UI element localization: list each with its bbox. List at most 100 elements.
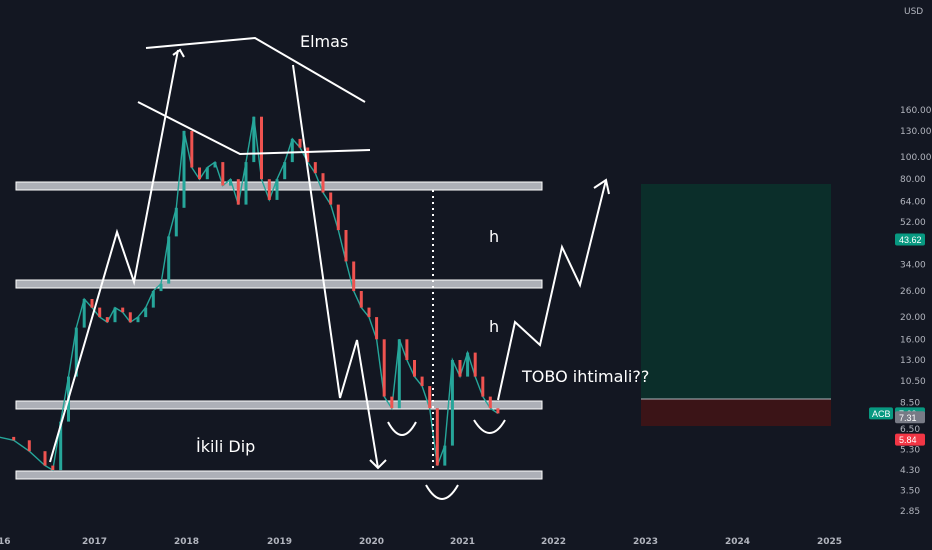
level-box-0[interactable] bbox=[15, 181, 543, 191]
candle bbox=[182, 130, 186, 208]
pattern-drawings bbox=[49, 36, 610, 500]
candle bbox=[473, 352, 477, 377]
level-box-3[interactable] bbox=[15, 470, 543, 480]
right-shoulder-curve bbox=[473, 419, 506, 434]
candle bbox=[144, 307, 148, 318]
candle bbox=[405, 339, 409, 360]
y-tick-label: 6.50 bbox=[900, 425, 920, 435]
annotation-tobo: TOBO ihtimali?? bbox=[521, 367, 649, 386]
candle bbox=[121, 307, 125, 313]
candle bbox=[74, 327, 78, 377]
x-tick-label: 2018 bbox=[174, 537, 199, 547]
price-tag: 43.62 bbox=[895, 233, 925, 246]
y-tick-label: 130.00 bbox=[900, 127, 932, 137]
y-tick-label: 20.00 bbox=[900, 313, 926, 323]
candle bbox=[283, 162, 287, 180]
x-tick-label: 2024 bbox=[725, 537, 750, 547]
candle bbox=[336, 204, 340, 231]
head-curve bbox=[425, 484, 459, 500]
annotation-h-upper: h bbox=[489, 227, 499, 246]
diamond-bottom-line bbox=[137, 101, 371, 156]
candle bbox=[488, 396, 492, 409]
diamond-top-line bbox=[145, 36, 366, 103]
candle bbox=[344, 230, 348, 262]
candle bbox=[428, 386, 432, 409]
impulse-up-arrowhead bbox=[172, 48, 185, 58]
candle bbox=[367, 307, 371, 318]
x-tick-label: 2020 bbox=[359, 537, 384, 547]
y-tick-label: 4.30 bbox=[900, 466, 920, 476]
y-tick-label: 100.00 bbox=[900, 153, 932, 163]
y-tick-label: 3.50 bbox=[900, 487, 920, 497]
candle bbox=[236, 179, 240, 205]
candle bbox=[213, 162, 217, 168]
price-axis[interactable]: 2.85 3.50 4.30 5.30 6.50 8.50 10.50 13.00 16.00 2… bbox=[900, 106, 932, 517]
x-tick-label: 2021 bbox=[450, 537, 475, 547]
level-box-1[interactable] bbox=[15, 279, 543, 289]
price-tag: 5.84 bbox=[895, 433, 925, 446]
candle bbox=[151, 291, 155, 308]
candle bbox=[229, 179, 232, 186]
candle bbox=[252, 116, 256, 163]
left-shoulder-curve bbox=[387, 421, 417, 436]
candle bbox=[59, 421, 63, 471]
candle bbox=[82, 299, 86, 328]
candle bbox=[413, 360, 416, 377]
y-tick-label: 13.00 bbox=[900, 356, 926, 366]
candle bbox=[290, 138, 294, 163]
y-tick-label: 16.00 bbox=[900, 335, 926, 345]
x-tick-label: 2017 bbox=[82, 537, 107, 547]
candle bbox=[397, 339, 401, 409]
candle bbox=[313, 162, 317, 174]
candle bbox=[27, 440, 31, 452]
y-tick-label: 34.00 bbox=[900, 260, 926, 270]
candle bbox=[190, 130, 194, 168]
projection-line bbox=[497, 179, 607, 401]
candle bbox=[443, 445, 447, 466]
annotation-h-lower: h bbox=[489, 317, 499, 336]
candle bbox=[221, 162, 225, 186]
price-tag-value: 5.84 bbox=[899, 435, 917, 445]
y-tick-label: 5.30 bbox=[900, 445, 920, 455]
candle bbox=[90, 299, 94, 308]
candle bbox=[321, 173, 325, 193]
target-zone[interactable] bbox=[641, 184, 831, 399]
annotation-elmas: Elmas bbox=[300, 32, 348, 51]
candle bbox=[359, 291, 363, 308]
candle bbox=[267, 179, 271, 200]
candle bbox=[481, 376, 485, 397]
candle bbox=[329, 192, 333, 205]
x-tick-label: 2022 bbox=[541, 537, 566, 547]
time-axis[interactable]: 16 2017 2018 2019 2020 2021 2022 2023 2024 2025 bbox=[0, 537, 842, 547]
candle bbox=[12, 436, 16, 441]
y-tick-label: 26.00 bbox=[900, 287, 926, 297]
impulse-up-line bbox=[49, 49, 179, 463]
candle bbox=[306, 147, 310, 163]
candle bbox=[128, 312, 132, 323]
candle bbox=[420, 376, 424, 387]
y-tick-label: 52.00 bbox=[900, 218, 926, 228]
impulse-down-line bbox=[292, 64, 379, 469]
candle bbox=[51, 465, 55, 471]
price-tag-value: 7.31 bbox=[899, 413, 917, 423]
price-tag: 7.31 bbox=[895, 411, 925, 424]
stop-zone[interactable] bbox=[641, 399, 831, 426]
price-tag-value: 43.62 bbox=[899, 235, 922, 245]
candle bbox=[450, 360, 454, 446]
y-tick-label: 2.85 bbox=[900, 507, 920, 517]
impulse-down-arrowhead bbox=[369, 459, 387, 470]
y-tick-label: 80.00 bbox=[900, 175, 926, 185]
level-box-2[interactable] bbox=[15, 400, 543, 410]
candle bbox=[496, 408, 500, 414]
candle bbox=[260, 116, 263, 180]
currency-label: USD bbox=[904, 7, 923, 17]
candle bbox=[113, 307, 117, 323]
candle bbox=[98, 307, 102, 318]
candle bbox=[275, 179, 279, 200]
candle bbox=[43, 451, 47, 466]
x-tick-label: 2023 bbox=[633, 537, 658, 547]
candle bbox=[136, 317, 140, 323]
projection-arrowhead bbox=[593, 178, 610, 195]
